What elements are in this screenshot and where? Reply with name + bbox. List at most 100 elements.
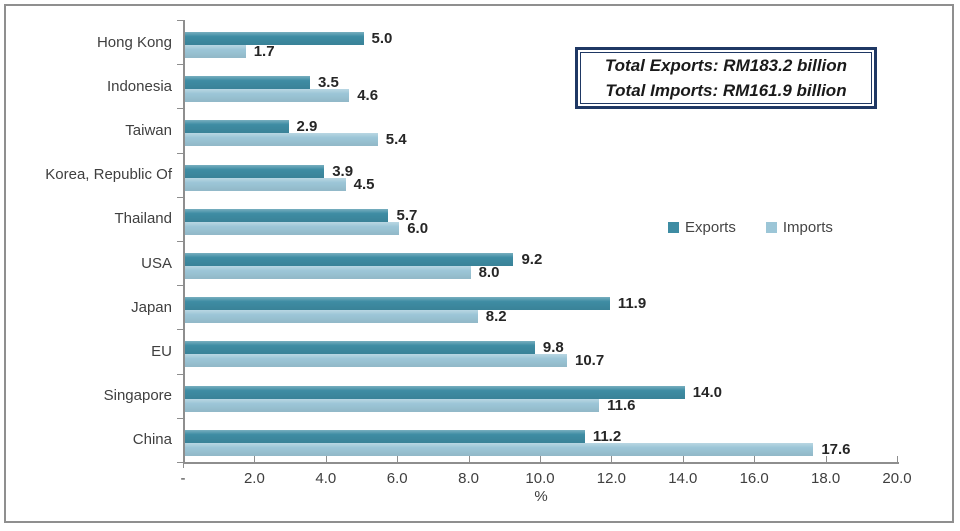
y-tick xyxy=(177,64,183,66)
x-tick-label: 18.0 xyxy=(810,470,841,487)
category-label: Japan xyxy=(131,298,172,316)
x-tick-label: 2.0 xyxy=(243,470,265,487)
bar-group: 14.0 11.6 xyxy=(185,374,899,418)
bar-value-label: 5.4 xyxy=(385,131,407,149)
legend-label-imports: Imports xyxy=(782,219,833,236)
y-tick xyxy=(177,152,183,154)
bar-value-label: 11.6 xyxy=(607,396,636,414)
imports-bar xyxy=(185,310,478,324)
bar-value-label: 5.7 xyxy=(396,206,418,224)
exports-bar xyxy=(185,297,610,311)
y-tick xyxy=(177,196,183,198)
category-label: China xyxy=(132,431,172,449)
category-label: Hong Kong xyxy=(96,33,172,51)
exports-bar xyxy=(185,208,389,222)
category-label: Taiwan xyxy=(125,122,172,139)
bar-group: 11.9 8.2 xyxy=(185,285,899,329)
x-tick-label: 16.0 xyxy=(739,470,769,487)
category-axis: Hong Kong Indonesia Taiwan Korea, Republic … xyxy=(0,20,172,462)
bar-value-label: 3.5 xyxy=(317,74,339,92)
imports-bar xyxy=(185,266,471,279)
category-label: Korea, Republic Of xyxy=(45,166,172,184)
x-tick xyxy=(825,456,827,462)
bar-value-label: 11.2 xyxy=(592,427,622,445)
x-tick xyxy=(468,456,470,462)
category-label: Indonesia xyxy=(106,77,172,95)
x-tick xyxy=(682,456,684,462)
imports-bar xyxy=(185,177,346,191)
x-tick xyxy=(611,456,613,462)
bar-value-label: 1.7 xyxy=(253,43,275,60)
exports-bar xyxy=(185,164,325,178)
x-axis-title: % xyxy=(534,488,548,505)
legend-label-exports: Exports xyxy=(685,219,736,236)
x-tick-label: 10.0 xyxy=(525,470,555,487)
bar-value-label: 4.5 xyxy=(353,175,375,193)
exports-bar xyxy=(185,120,289,134)
bar-group: 3.5 4.6 xyxy=(185,64,899,108)
bar-group: 5.0 1.7 xyxy=(185,20,899,64)
x-tick-label: 14.0 xyxy=(668,470,698,487)
exports-bar xyxy=(185,32,364,45)
bar-value-label: 14.0 xyxy=(692,383,722,401)
y-tick xyxy=(177,108,183,110)
bar-value-label: 17.6 xyxy=(821,440,851,458)
legend-item-imports: Imports xyxy=(765,219,833,236)
bar-group: 11.2 17.6 xyxy=(185,418,899,462)
exports-bar xyxy=(185,385,685,399)
bar-value-label: 10.7 xyxy=(574,352,605,370)
y-tick xyxy=(177,462,183,463)
x-tick-label: 20.0 xyxy=(882,470,912,487)
category-label: USA xyxy=(141,254,172,272)
category-label: Thailand xyxy=(114,210,172,228)
bar-group: 9.8 10.7 xyxy=(185,329,899,373)
totals-imports-line: Total Imports: RM161.9 billion xyxy=(605,81,847,100)
imports-bar xyxy=(185,398,600,412)
y-tick xyxy=(177,373,183,375)
bar-value-label: 9.8 xyxy=(542,339,564,357)
totals-annotation-box: Total Exports: RM183.2 billion Total Imp… xyxy=(575,47,877,109)
bar-value-label: 11.9 xyxy=(617,295,647,313)
imports-bar xyxy=(185,89,350,103)
bar-value-label: 9.2 xyxy=(521,251,543,268)
bar-value-label: 8.2 xyxy=(485,308,507,326)
imports-bar xyxy=(185,45,246,58)
bar-value-label: 6.0 xyxy=(407,219,429,237)
y-tick xyxy=(177,20,183,21)
exports-bar xyxy=(185,429,585,443)
x-tick-label: 12.0 xyxy=(596,470,626,487)
bar-value-label: 8.0 xyxy=(478,264,500,281)
imports-swatch-icon xyxy=(765,222,777,233)
imports-bar xyxy=(185,133,378,147)
x-tick-label: 6.0 xyxy=(386,470,408,487)
y-tick xyxy=(177,285,183,287)
bar-group: 3.9 4.5 xyxy=(185,153,899,197)
x-tick xyxy=(897,456,898,462)
bar-group: 9.2 8.0 xyxy=(185,241,899,285)
x-tick xyxy=(540,456,541,462)
category-label: EU xyxy=(151,343,172,361)
legend-item-exports: Exports xyxy=(668,219,736,236)
imports-bar xyxy=(185,221,400,235)
x-tick xyxy=(325,456,327,462)
totals-exports-line: Total Exports: RM183.2 billion xyxy=(604,56,848,75)
bar-value-label: 2.9 xyxy=(296,118,318,136)
y-tick xyxy=(177,329,183,331)
exports-bar xyxy=(185,341,535,355)
x-tick xyxy=(754,456,756,462)
exports-bar xyxy=(185,76,310,90)
x-tick xyxy=(254,456,256,462)
y-tick xyxy=(177,241,183,242)
bar-group: 2.9 5.4 xyxy=(185,108,899,152)
plot-area: 5.0 1.7 3.5 4.6 2.9 5.4 3.9 4.5 5.7 6.0 9.2 8.0 11.9… xyxy=(183,20,899,464)
x-tick xyxy=(183,456,184,468)
x-tick xyxy=(397,456,399,462)
bar-value-label: 3.9 xyxy=(332,162,354,180)
category-label: Singapore xyxy=(103,387,172,405)
bar-value-label: 4.6 xyxy=(357,87,379,105)
bar-value-label: 5.0 xyxy=(371,30,393,47)
x-tick-label: 4.0 xyxy=(315,470,337,487)
x-tick-label: - xyxy=(180,470,186,487)
y-tick xyxy=(177,417,183,419)
